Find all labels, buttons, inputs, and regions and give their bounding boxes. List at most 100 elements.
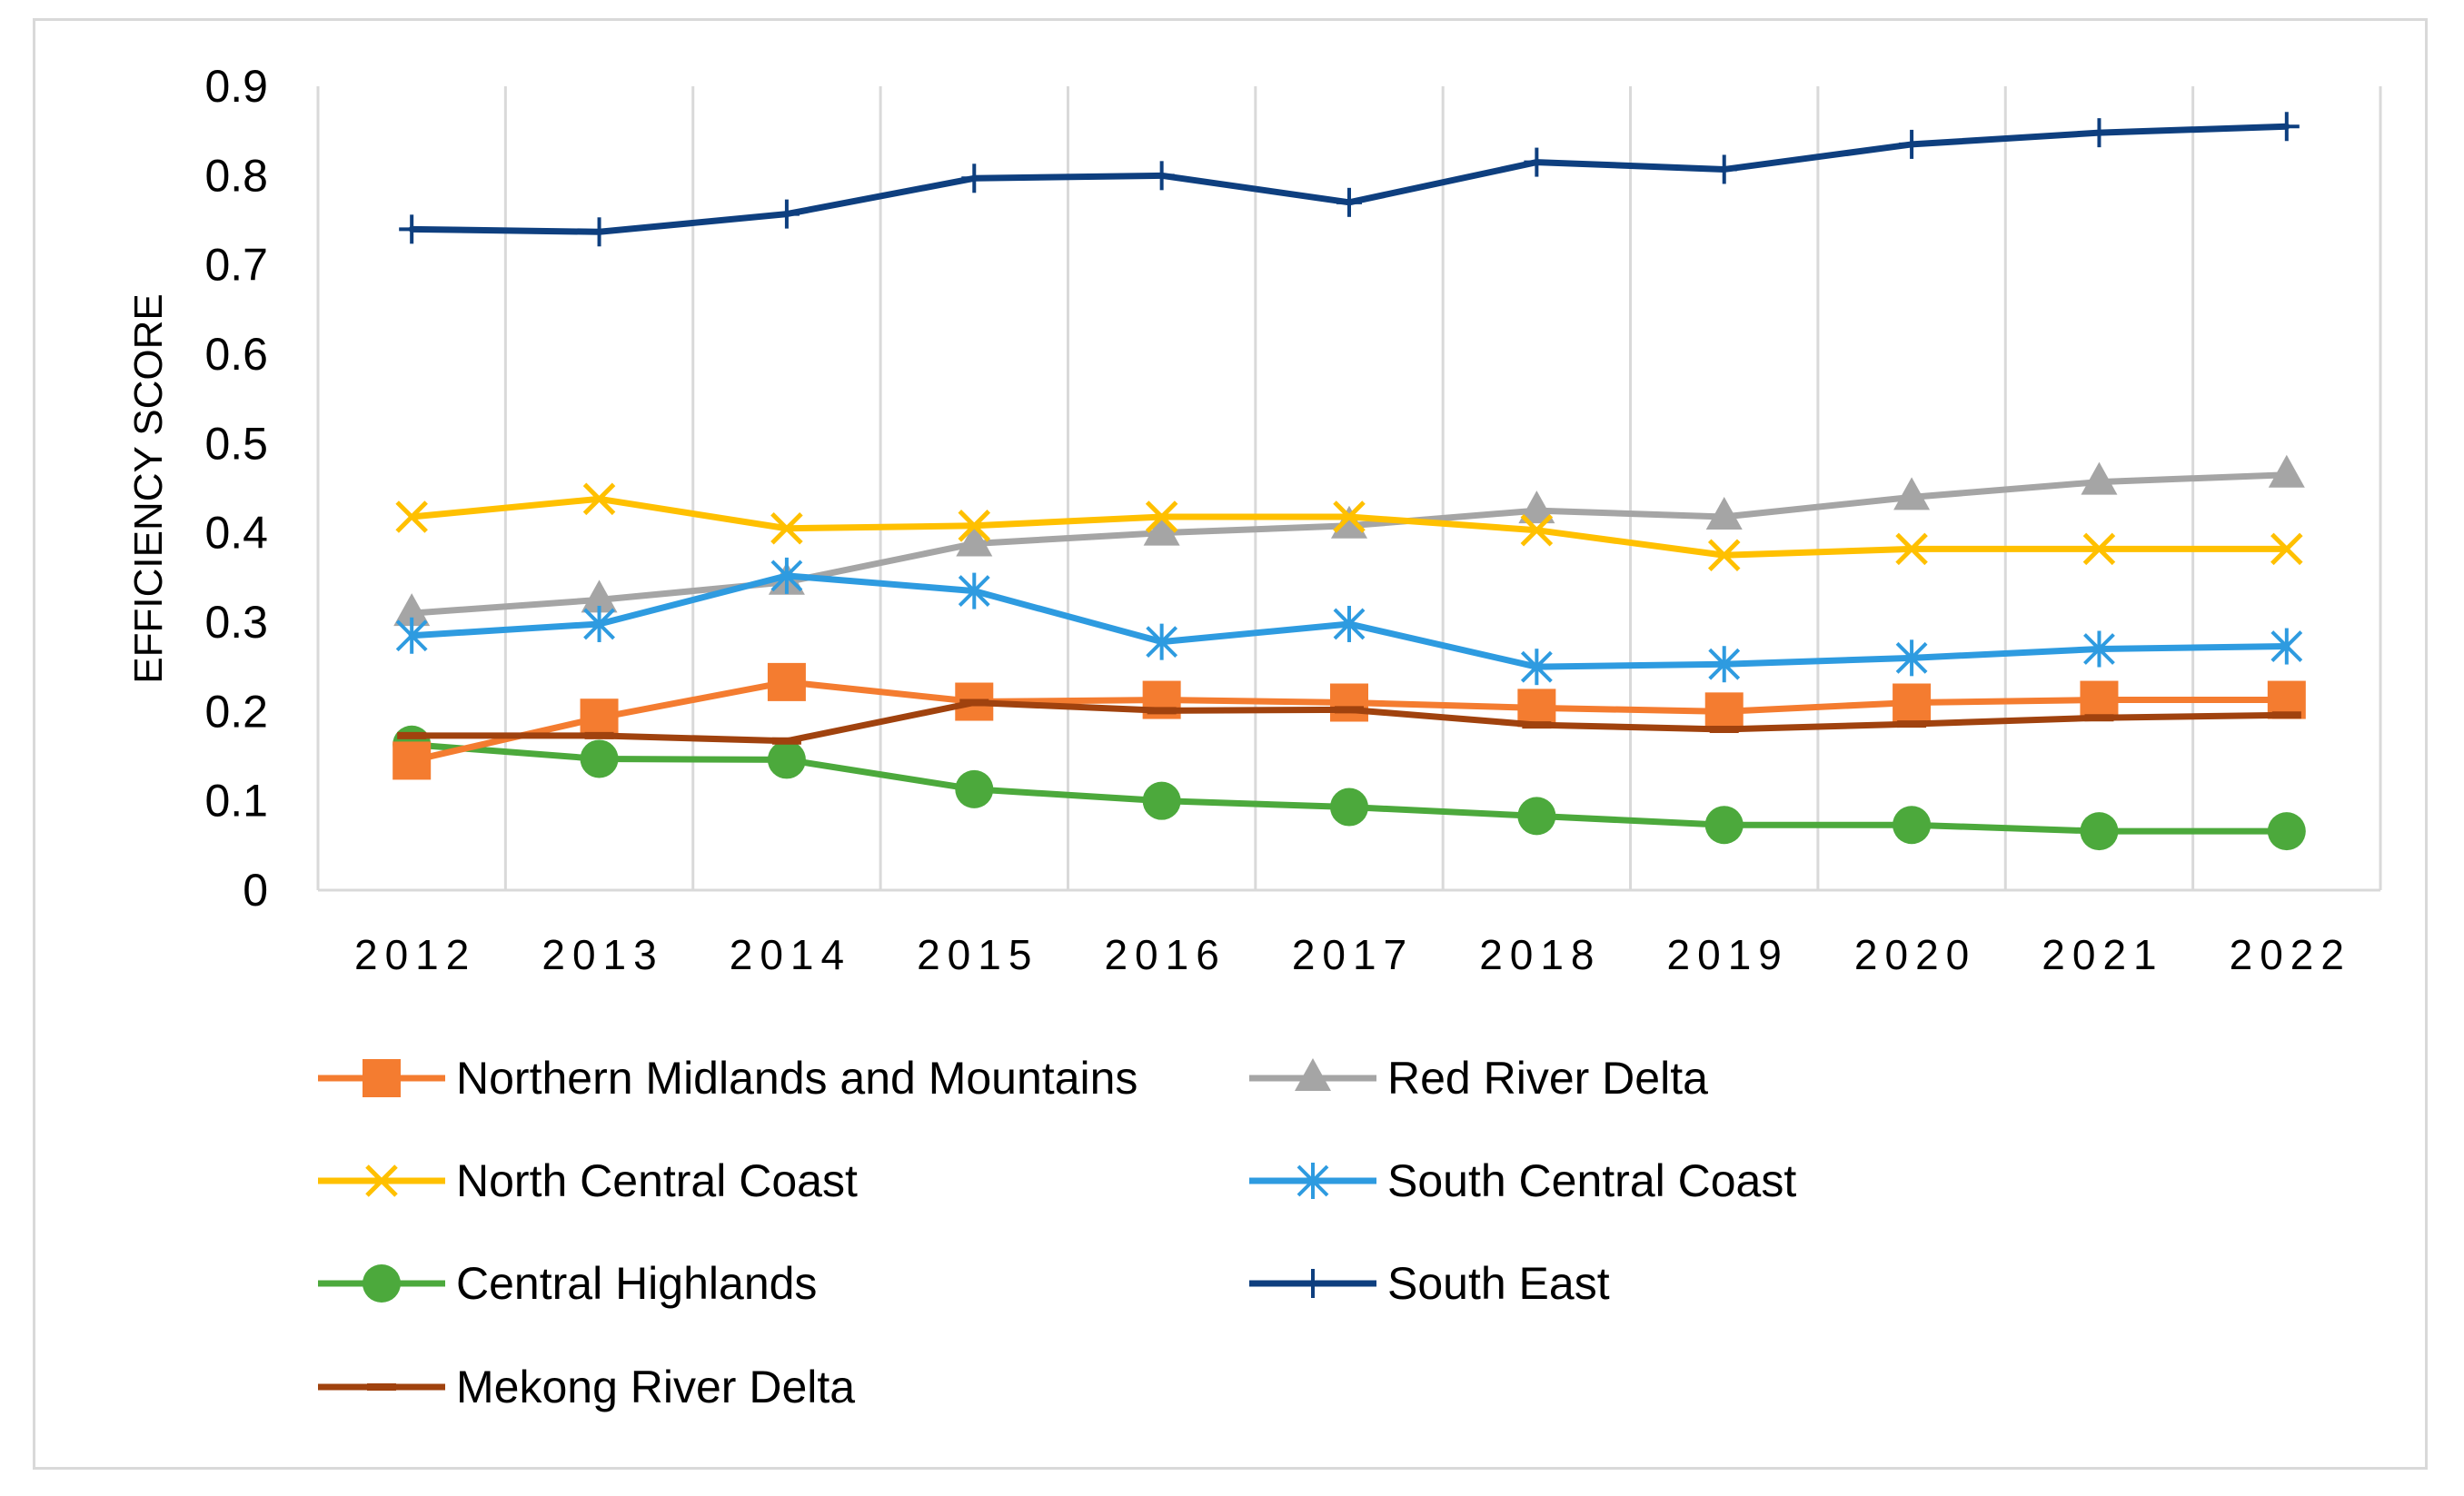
data-point-triangle <box>1295 1058 1331 1091</box>
data-point-plus <box>1336 187 1362 217</box>
legend-label: Central Highlands <box>456 1258 817 1309</box>
data-point-circle <box>1893 806 1932 845</box>
data-point-triangle <box>1705 496 1743 530</box>
data-point-x <box>395 500 428 533</box>
y-tick-label: 0.9 <box>204 61 268 112</box>
data-point-x <box>582 482 616 516</box>
data-point-plus <box>586 217 612 247</box>
data-point-x <box>770 511 803 545</box>
series-north-central-coast <box>395 482 2303 572</box>
x-tick-label: 2018 <box>1479 931 1601 978</box>
legend-item: North Central Coast <box>318 1155 858 1206</box>
data-point-x <box>365 1164 398 1197</box>
x-tick-label: 2016 <box>1104 931 1226 978</box>
legend-label: Red River Delta <box>1387 1053 1708 1104</box>
data-point-square <box>392 741 432 780</box>
data-point-star <box>1708 646 1741 683</box>
legend: Northern Midlands and Mountains Red River… <box>318 1053 1796 1412</box>
data-point-plus <box>773 199 800 229</box>
y-tick-label: 0.5 <box>204 418 268 469</box>
series-mekong-river-delta <box>397 698 2301 745</box>
data-point-star <box>1333 605 1366 642</box>
x-tick-label: 2019 <box>1667 931 1789 978</box>
legend-item: Red River Delta <box>1249 1053 1708 1104</box>
x-tick-label: 2014 <box>730 931 851 978</box>
data-point-square <box>363 1059 401 1097</box>
legend-item: South Central Coast <box>1249 1155 1796 1206</box>
data-point-x <box>1707 539 1741 572</box>
axis-layer: 0 0.1 0.2 0.3 0.4 0.5 0.6 0.7 0.8 0.9 2012 2013 2014… <box>126 61 2380 978</box>
data-point-x <box>958 510 991 542</box>
y-tick-label: 0 <box>243 865 268 916</box>
data-point-plus <box>1300 1269 1326 1298</box>
data-point-circle <box>767 740 806 779</box>
legend-item: South East <box>1249 1258 1610 1309</box>
data-point-plus <box>1524 147 1550 177</box>
x-tick-label: 2012 <box>354 931 476 978</box>
legend-label: South Central Coast <box>1387 1155 1796 1206</box>
data-point-x <box>1895 532 1928 566</box>
legend-label: South East <box>1387 1258 1610 1309</box>
legend-item: Mekong River Delta <box>318 1362 855 1412</box>
data-point-circle <box>2080 812 2119 851</box>
data-point-square <box>1330 683 1368 722</box>
legend-item: Central Highlands <box>318 1258 817 1309</box>
data-point-star <box>1297 1163 1329 1199</box>
data-point-star <box>1520 649 1553 686</box>
data-point-x <box>2270 532 2303 566</box>
series-south-central-coast <box>395 557 2303 686</box>
data-point-plus <box>1711 154 1737 184</box>
series-south-east <box>399 112 2300 247</box>
data-point-square <box>1517 689 1556 728</box>
data-point-triangle <box>1518 490 1555 524</box>
legend-label: Mekong River Delta <box>456 1362 855 1412</box>
data-point-star <box>1895 639 1928 677</box>
data-point-circle <box>955 769 994 808</box>
data-point-circle <box>1142 781 1181 820</box>
series-red-river-delta <box>393 454 2305 627</box>
data-point-x <box>1333 500 1366 533</box>
data-point-plus <box>2086 118 2112 148</box>
data-point-star <box>2270 628 2303 665</box>
x-tick-label: 2022 <box>2230 931 2351 978</box>
data-point-triangle <box>2268 454 2305 488</box>
y-tick-label: 0.1 <box>204 776 268 827</box>
data-point-star <box>1146 623 1178 660</box>
data-point-circle <box>1330 788 1368 827</box>
data-point-square <box>767 662 806 701</box>
data-point-triangle <box>1143 512 1180 546</box>
data-point-triangle <box>956 523 993 557</box>
data-point-square <box>1893 683 1932 722</box>
x-tick-label: 2017 <box>1292 931 1414 978</box>
y-tick-label: 0.6 <box>204 329 268 380</box>
y-tick-label: 0.4 <box>204 508 268 559</box>
data-point-circle <box>580 739 619 778</box>
data-point-plus <box>961 163 988 193</box>
y-tick-label: 0.2 <box>204 686 268 737</box>
legend-item: Northern Midlands and Mountains <box>318 1053 1138 1104</box>
data-point-square <box>2080 680 2119 719</box>
data-point-plus <box>1899 129 1925 159</box>
data-point-circle <box>1704 806 1744 845</box>
data-point-triangle <box>1893 477 1931 510</box>
data-point-star <box>770 557 803 594</box>
legend-label: Northern Midlands and Mountains <box>456 1053 1138 1104</box>
data-point-star <box>958 572 990 609</box>
data-point-x <box>2082 532 2116 566</box>
y-tick-label: 0.7 <box>204 240 268 291</box>
data-point-star <box>2083 630 2115 668</box>
data-point-triangle <box>1331 505 1367 539</box>
x-tick-label: 2021 <box>2042 931 2163 978</box>
data-point-x <box>1145 500 1178 533</box>
x-tick-label: 2020 <box>1854 931 1976 978</box>
y-tick-label: 0.3 <box>204 597 268 648</box>
data-point-circle <box>2267 812 2306 851</box>
data-point-square <box>1704 692 1744 731</box>
data-point-x <box>1520 513 1554 547</box>
data-point-triangle <box>2081 461 2118 495</box>
series-central-highlands <box>392 725 2306 851</box>
y-axis-title: EFFICIENCY SCORE <box>126 293 171 683</box>
legend-label: North Central Coast <box>456 1155 858 1206</box>
y-tick-label: 0.8 <box>204 150 268 201</box>
data-point-circle <box>363 1264 401 1303</box>
